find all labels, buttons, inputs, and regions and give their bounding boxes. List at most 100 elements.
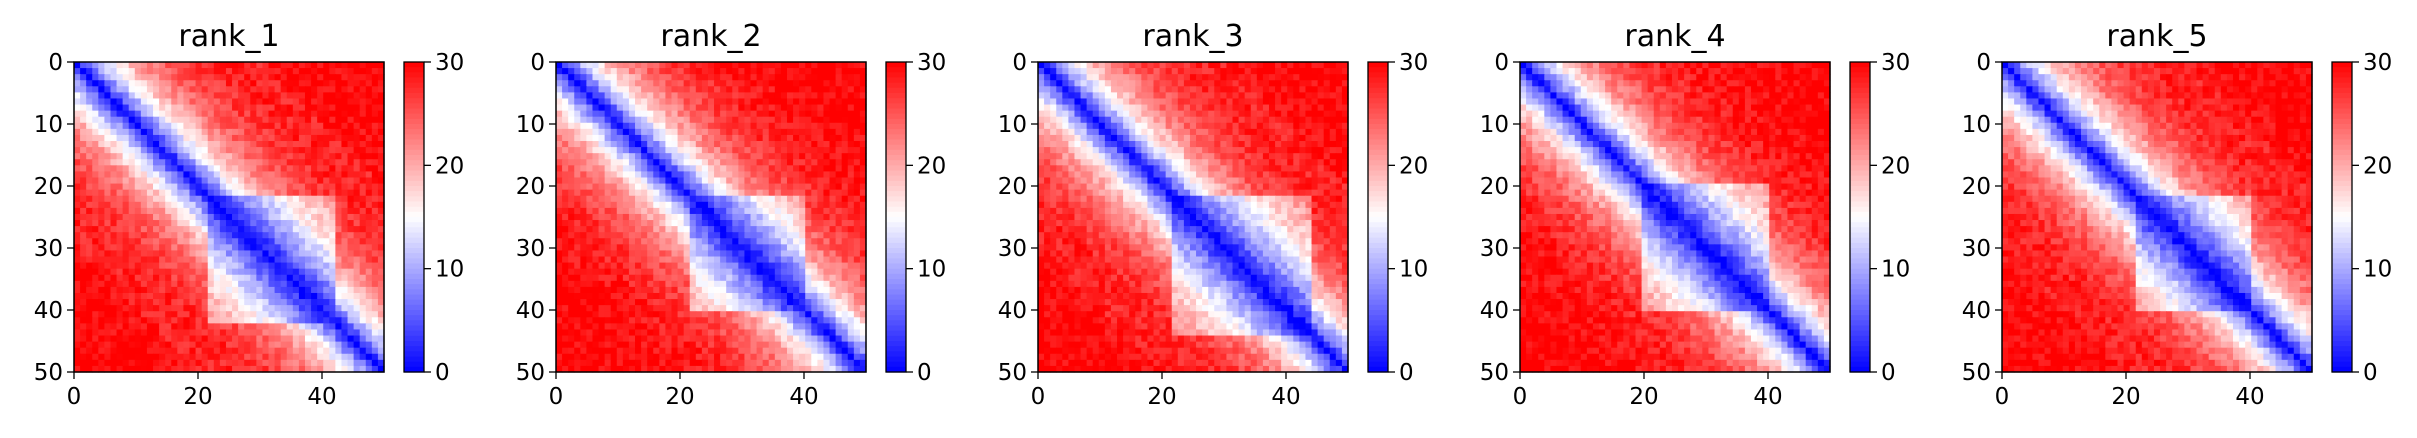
heatmap-cell	[286, 110, 294, 118]
heatmap-cell	[329, 353, 336, 361]
heatmap-cell	[86, 220, 93, 227]
heatmap-cell	[159, 317, 166, 324]
heatmap-cell	[365, 347, 373, 355]
heatmap-cell	[286, 177, 294, 185]
heatmap-cell	[853, 165, 861, 173]
heatmap-cell	[225, 262, 233, 270]
heatmap-cell	[286, 317, 294, 324]
heatmap-cell	[238, 305, 245, 312]
heatmap-cell	[714, 80, 721, 87]
heatmap-cell	[647, 292, 654, 300]
heatmap-cell	[793, 250, 800, 258]
heatmap-cell	[714, 98, 721, 106]
heatmap-cell	[274, 153, 282, 160]
heatmap-cell	[598, 220, 606, 227]
heatmap-cell	[659, 195, 667, 203]
heatmap-cell	[859, 232, 867, 239]
heatmap-cell	[292, 299, 300, 306]
heatmap-cell	[219, 359, 227, 367]
heatmap-cell	[732, 189, 739, 197]
heatmap-cell	[104, 98, 112, 106]
heatmap-cell	[586, 165, 594, 173]
heatmap-cell	[244, 195, 251, 203]
heatmap-cell	[146, 147, 154, 154]
heatmap-cell	[726, 86, 733, 93]
heatmap-cell	[562, 189, 569, 197]
heatmap-cell	[329, 292, 336, 300]
heatmap-cell	[153, 80, 160, 87]
heatmap-cell	[274, 62, 282, 69]
heatmap-cell	[774, 213, 782, 221]
heatmap-cell	[732, 268, 739, 276]
heatmap-cell	[574, 159, 581, 166]
heatmap-cell	[195, 183, 203, 191]
heatmap-cell	[323, 68, 330, 75]
heatmap-cell	[683, 165, 691, 173]
heatmap-cell	[799, 292, 806, 300]
heatmap-cell	[104, 292, 112, 300]
heatmap-cell	[847, 213, 855, 221]
heatmap-cell	[134, 195, 142, 203]
heatmap-cell	[683, 323, 691, 331]
heatmap-cell	[805, 201, 812, 209]
heatmap-cell	[780, 195, 788, 203]
heatmap-cell	[274, 195, 282, 203]
heatmap-cell	[292, 365, 300, 373]
heatmap-cell	[286, 280, 294, 288]
heatmap-cell	[653, 305, 660, 312]
heatmap-cell	[616, 147, 624, 154]
heatmap-cell	[122, 110, 130, 118]
heatmap-cell	[335, 141, 343, 148]
heatmap-cell	[298, 147, 306, 154]
colorbar-segment	[404, 227, 424, 234]
heatmap-cell	[219, 141, 227, 148]
heatmap-cell	[256, 80, 264, 87]
heatmap-cell	[768, 80, 776, 87]
heatmap-cell	[799, 92, 806, 100]
heatmap-cell	[195, 250, 203, 258]
heatmap-cell	[823, 311, 831, 318]
heatmap-cell	[647, 226, 654, 233]
heatmap-cell	[592, 147, 600, 154]
heatmap-cell	[365, 353, 373, 361]
heatmap-cell	[835, 141, 843, 148]
heatmap-cell	[805, 62, 812, 69]
heatmap-cell	[371, 128, 379, 136]
heatmap-cell	[171, 177, 178, 185]
heatmap-cell	[86, 177, 93, 185]
heatmap-cell	[159, 116, 166, 124]
heatmap-cell	[786, 244, 794, 252]
heatmap-cell	[683, 68, 691, 75]
heatmap-cell	[335, 250, 343, 258]
heatmap-cell	[756, 80, 764, 87]
heatmap-cell	[786, 62, 794, 69]
heatmap-cell	[841, 213, 849, 221]
heatmap-cell	[104, 250, 112, 258]
heatmap-cell	[562, 68, 569, 75]
heatmap-cell	[250, 128, 257, 136]
heatmap-cell	[207, 62, 215, 69]
heatmap-cell	[592, 189, 600, 197]
heatmap-cell	[80, 323, 87, 331]
heatmap-cell	[659, 189, 667, 197]
heatmap-cell	[580, 128, 587, 136]
heatmap-cell	[225, 74, 233, 81]
heatmap-cell	[213, 299, 221, 306]
heatmap-cell	[250, 74, 257, 81]
heatmap-cell	[317, 213, 324, 221]
heatmap-cell	[225, 141, 233, 148]
heatmap-cell	[201, 134, 209, 142]
heatmap-cell	[586, 213, 594, 221]
heatmap-cell	[146, 323, 154, 331]
heatmap-cell	[598, 128, 606, 136]
colorbar-segment	[404, 294, 424, 301]
heatmap-cell	[665, 171, 673, 179]
heatmap-cell	[793, 92, 800, 100]
heatmap-cell	[128, 74, 136, 81]
heatmap-cell	[74, 365, 81, 373]
heatmap-cell	[756, 280, 764, 288]
heatmap-cell	[98, 153, 105, 160]
heatmap-cell	[574, 286, 581, 294]
heatmap-cell	[622, 110, 630, 118]
heatmap-cell	[165, 141, 172, 148]
